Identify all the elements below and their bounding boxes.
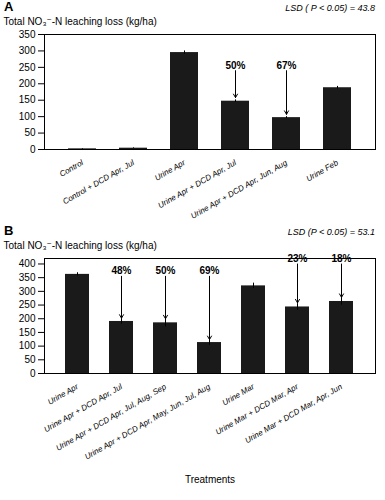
svg-text:300: 300 xyxy=(19,286,36,297)
svg-text:250: 250 xyxy=(19,62,36,73)
svg-text:Urine Apr: Urine Apr xyxy=(153,158,187,183)
svg-text:150: 150 xyxy=(19,327,36,338)
svg-text:69%: 69% xyxy=(199,265,219,276)
svg-text:Urine Apr + DCD Apr, May, Jun,: Urine Apr + DCD Apr, May, Jun, Jul, Aug xyxy=(83,382,212,462)
svg-text:Urine Feb: Urine Feb xyxy=(305,158,340,184)
svg-text:67%: 67% xyxy=(276,60,296,71)
svg-text:250: 250 xyxy=(19,299,36,310)
svg-text:350: 350 xyxy=(19,29,36,40)
svg-text:0: 0 xyxy=(30,144,36,155)
svg-text:0: 0 xyxy=(30,368,36,379)
svg-text:Control + DCD Apr, Jul: Control + DCD Apr, Jul xyxy=(61,158,136,206)
html-text:B: B xyxy=(4,223,14,238)
svg-text:300: 300 xyxy=(19,45,36,56)
svg-text:100: 100 xyxy=(19,111,36,122)
html-text:LSD (P < 0.05) = 53.1: LSD (P < 0.05) = 53.1 xyxy=(287,227,375,237)
svg-text:150: 150 xyxy=(19,94,36,105)
svg-text:Urine Mar + DCD Mar, Apr, Jun: Urine Mar + DCD Mar, Apr, Jun xyxy=(243,382,344,445)
svg-text:48%: 48% xyxy=(111,265,131,276)
svg-text:50: 50 xyxy=(24,127,36,138)
svg-text:400: 400 xyxy=(19,258,36,269)
svg-text:Total NO₃⁻-N leaching loss (kg: Total NO₃⁻-N leaching loss (kg/ha) xyxy=(4,16,157,27)
svg-text:Urine Apr + DCD Apr, Jul, Aug,: Urine Apr + DCD Apr, Jul, Aug, Sep xyxy=(54,382,168,453)
svg-text:Urine Apr + DCD Apr, Jul: Urine Apr + DCD Apr, Jul xyxy=(157,158,238,210)
svg-text:50%: 50% xyxy=(225,60,245,71)
svg-text:23%: 23% xyxy=(287,253,308,264)
svg-text:Urine Apr: Urine Apr xyxy=(46,382,80,407)
svg-text:50%: 50% xyxy=(155,265,175,276)
svg-text:Treatments: Treatments xyxy=(185,474,235,485)
svg-text:Urine Apr + DCD Apr, Jul: Urine Apr + DCD Apr, Jul xyxy=(43,382,124,434)
svg-text:Total NO₃⁻-N leaching loss (kg: Total NO₃⁻-N leaching loss (kg/ha) xyxy=(4,240,157,251)
svg-text:350: 350 xyxy=(19,272,36,283)
svg-text:200: 200 xyxy=(19,78,36,89)
html-text:LSD ( P < 0.05) = 43.8: LSD ( P < 0.05) = 43.8 xyxy=(285,3,375,13)
html-text:A: A xyxy=(4,0,14,14)
svg-text:200: 200 xyxy=(19,313,36,324)
svg-text:50: 50 xyxy=(24,354,36,365)
svg-text:Control: Control xyxy=(58,158,85,179)
svg-text:Urine Apr + DCD Apr, Jun, Aug: Urine Apr + DCD Apr, Jun, Aug xyxy=(189,158,289,221)
svg-text:Urine Mar: Urine Mar xyxy=(221,382,256,408)
svg-text:100: 100 xyxy=(19,340,36,351)
svg-text:18%: 18% xyxy=(331,253,352,264)
